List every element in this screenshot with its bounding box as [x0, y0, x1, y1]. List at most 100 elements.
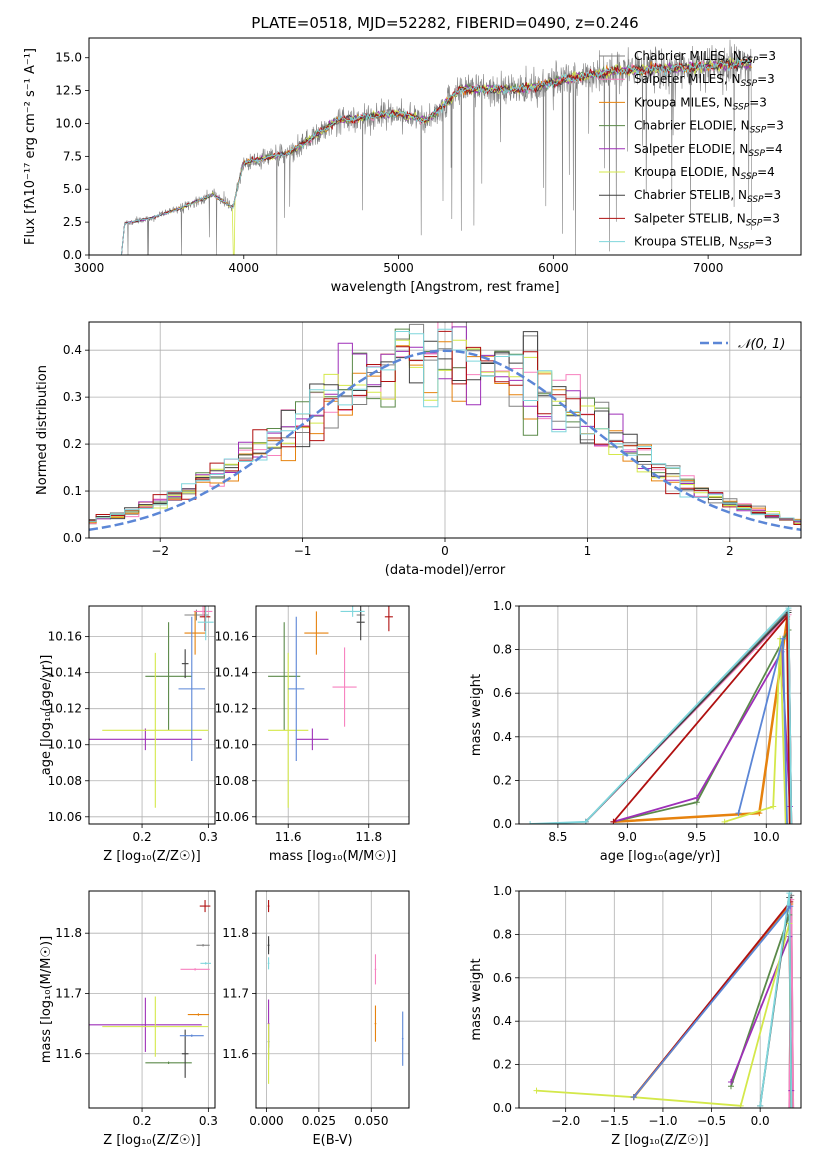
weight-marker — [693, 794, 700, 801]
plot-area — [533, 891, 797, 1108]
y-tick-label: 10.06 — [215, 810, 249, 824]
x-tick-label: 1 — [584, 544, 592, 558]
weight-marker — [630, 1094, 637, 1101]
x-tick-label: −1.5 — [600, 1114, 629, 1128]
legend-entry: Salpeter STELIB, NSSP=3 — [634, 211, 780, 228]
plot-area — [89, 606, 214, 808]
error-bar-4 — [296, 728, 329, 751]
y-tick-label: 10.10 — [215, 738, 249, 752]
error-bar-2 — [184, 611, 206, 655]
y-tick-label: 11.7 — [222, 986, 249, 1000]
axes-frame — [255, 890, 410, 1109]
x-axis-label: mass [log₁₀(M/M☉)] — [269, 849, 396, 864]
y-axis-label: mass weight — [469, 958, 484, 1040]
x-tick-label: 0.3 — [199, 830, 218, 844]
y-tick-label: 10.16 — [48, 630, 82, 644]
weight-line-5 — [724, 637, 787, 824]
error-bar-8 — [197, 606, 214, 641]
x-tick-label: −2.0 — [551, 1114, 580, 1128]
weight-marker — [527, 821, 534, 824]
error-bar-3 — [145, 622, 192, 731]
plot-area — [268, 606, 393, 808]
weight-line-8 — [530, 607, 793, 824]
error-bar-1 — [374, 954, 377, 985]
y-tick-label: 0.3 — [63, 390, 82, 404]
y-tick-label: 0.0 — [493, 817, 512, 831]
error-bar-7 — [384, 606, 393, 632]
x-axis-label: E(B-V) — [312, 1133, 352, 1148]
age-vs-mass-panel: 11.6 11.8 10.06 10.08 10.10 10.12 10.14 10.16 ma… — [215, 605, 410, 864]
model-spectrum-line-7 — [121, 58, 752, 255]
legend-entry: Kroupa STELIB, NSSP=3 — [634, 235, 772, 252]
normal-reference-curve — [89, 349, 801, 532]
y-tick-label: 0.2 — [493, 773, 512, 787]
error-bar-3 — [268, 622, 301, 731]
x-tick-label: 3000 — [74, 261, 105, 275]
x-axis-label: Z [log₁₀(Z/Z☉)] — [103, 849, 200, 864]
x-tick-label: 0.000 — [249, 1114, 283, 1128]
error-bar-5 — [267, 1023, 270, 1084]
error-bar-7 — [199, 900, 211, 913]
x-tick-label: −2 — [151, 544, 169, 558]
error-bar-5 — [102, 996, 209, 1057]
y-axis-label: Flux [fλ10⁻¹⁷ erg cm⁻² s⁻¹ A⁻¹] — [23, 48, 38, 245]
y-tick-label: 0.2 — [63, 437, 82, 451]
x-axis-label: age [log₁₀(age/yr)] — [600, 849, 721, 864]
y-tick-label: 0.8 — [493, 643, 512, 657]
weight-marker — [786, 821, 793, 824]
error-bar-1 — [193, 606, 213, 617]
model-spectrum-line-4 — [121, 59, 752, 255]
x-tick-label: −1.0 — [648, 1114, 677, 1128]
figure-title: PLATE=0518, MJD=52282, FIBERID=0490, z=0… — [251, 14, 638, 32]
x-tick-label: 6000 — [538, 261, 569, 275]
x-tick-label: 11.8 — [355, 830, 382, 844]
legend-entry: Chabrier STELIB, NSSP=3 — [634, 188, 781, 205]
y-tick-label: 5.0 — [63, 182, 82, 196]
y-tick-label: 11.8 — [222, 926, 249, 940]
error-bar-4 — [89, 997, 202, 1052]
weight-marker — [787, 903, 794, 910]
error-bar-7 — [267, 900, 270, 913]
weight-marker — [779, 635, 786, 642]
spectrum-panel: 3000 4000 5000 6000 7000 0.0 2.5 5.0 7.5 10.0 12.5… — [23, 37, 802, 295]
error-bar-9 — [288, 616, 305, 761]
model-spectrum-line-8 — [121, 56, 752, 255]
error-bar-0 — [196, 944, 210, 947]
error-bar-9 — [401, 1011, 404, 1066]
weight-marker — [770, 803, 777, 810]
weight-marker — [786, 1105, 793, 1108]
legend-entry: Chabrier ELODIE, NSSP=3 — [634, 119, 784, 136]
axes-frame — [88, 37, 802, 256]
error-bar-6 — [356, 606, 365, 641]
x-tick-label: 0.050 — [354, 1114, 388, 1128]
weight-marker — [735, 810, 742, 817]
y-axis-label: age [log₁₀(age/yr)] — [39, 655, 54, 776]
error-bar-5 — [102, 652, 209, 808]
model-spectrum-line-3 — [121, 58, 752, 255]
legend-entry: Kroupa ELODIE, NSSP=4 — [634, 165, 775, 182]
error-bar-7 — [199, 606, 211, 632]
y-tick-label: 10.08 — [48, 774, 82, 788]
x-tick-label: 0.2 — [133, 1114, 152, 1128]
weight-line-1 — [585, 613, 793, 824]
x-axis-label: Z [log₁₀(Z/Z☉)] — [103, 1133, 200, 1148]
axes-frame — [88, 605, 216, 825]
error-bar-4 — [89, 728, 202, 751]
y-tick-label: 0.8 — [493, 927, 512, 941]
y-tick-label: 10.10 — [48, 738, 82, 752]
weight-marker — [782, 821, 789, 824]
y-tick-label: 0.4 — [493, 1014, 512, 1028]
y-axis-label: Normed distribution — [35, 365, 50, 495]
weight-marker — [788, 821, 795, 824]
y-tick-label: 0.2 — [493, 1058, 512, 1072]
error-bar-1 — [332, 647, 357, 727]
y-tick-label: 0.1 — [63, 484, 82, 498]
y-tick-label: 2.5 — [63, 215, 82, 229]
x-tick-label: 0.0 — [751, 1114, 770, 1128]
legend-entry: 𝒩(0, 1) — [738, 337, 785, 352]
weight-line-9 — [633, 905, 791, 1098]
y-tick-label: 10.16 — [215, 630, 249, 644]
weight-marker — [533, 1087, 540, 1094]
y-tick-label: 0.0 — [63, 531, 82, 545]
